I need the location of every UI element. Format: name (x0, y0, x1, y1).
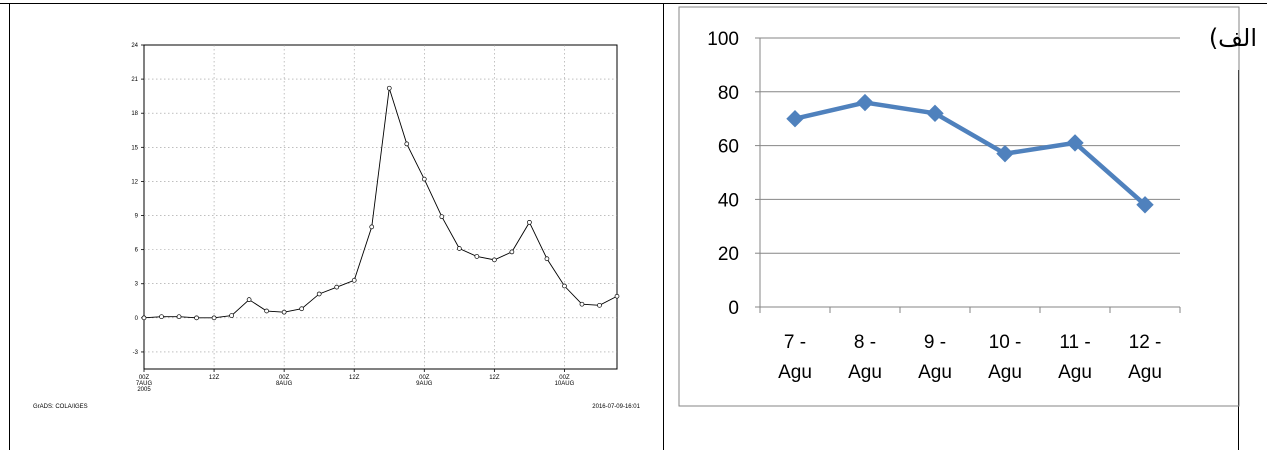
grads-xtick-label: 10AUG (555, 381, 575, 387)
grads-ytick-label: 15 (131, 145, 138, 151)
grads-footer-right: 2016-07-09-16:01 (592, 404, 640, 410)
ytick-label: 100 (707, 29, 739, 50)
grads-data-point (246, 297, 252, 303)
grads-data-point (562, 283, 567, 289)
grads-data-point (264, 308, 269, 314)
excel-line-chart: 0 20 40 60 80 100 7 - Agu 8 - Agu 9 - Agu 10 - Agu 11… (678, 6, 1240, 407)
grads-data-point (456, 246, 462, 251)
data-point-marker (1066, 134, 1084, 152)
grads-ytick-label: 12 (131, 179, 138, 185)
grads-xtick-label: 9AUG (416, 381, 433, 387)
ytick-label: 60 (718, 137, 739, 158)
grads-xtick-label: 00Z (139, 375, 150, 381)
series-line (794, 100, 1147, 207)
grads-data-point (351, 277, 357, 283)
grads-data-point (299, 306, 305, 312)
category-label: 8 - (854, 332, 876, 353)
frame-middle-divider (663, 3, 664, 450)
data-point-marker (856, 93, 874, 112)
grads-data-point (386, 85, 392, 91)
category-label: Agu (848, 362, 882, 383)
grads-data-point (334, 284, 340, 290)
grads-data-point (509, 249, 515, 255)
grads-ytick-label: 21 (131, 77, 138, 83)
grads-data-point (544, 256, 550, 262)
data-point-marker (786, 109, 804, 128)
grads-data-point (141, 315, 147, 321)
grads-xtick-label: 2005 (137, 387, 151, 393)
category-label: Agu (1058, 362, 1092, 383)
grads-data-point (211, 315, 217, 321)
grads-data-point (404, 141, 410, 147)
grads-chart-panel: -3 0 3 6 9 12 15 18 21 24 00Z 7AUG 2005 12Z 00Z 8AUG 12… (33, 43, 641, 410)
grads-xtick-label: 8AUG (276, 381, 293, 387)
grads-data-point (474, 254, 480, 259)
grads-footer-left: GrADS: COLA/IGES (33, 404, 88, 410)
ytick-label: 0 (728, 298, 739, 319)
excel-chart-panel: 0 20 40 60 80 100 7 - Agu 8 - Agu 9 - Agu 10 - Agu 11… (664, 0, 1267, 450)
data-point-marker (1136, 196, 1154, 214)
category-label: 9 - (924, 332, 946, 353)
grads-data-point (614, 293, 620, 299)
grads-xtick-label: 00Z (279, 375, 290, 381)
frame-left-border (9, 3, 10, 450)
grads-ytick-label: 24 (131, 43, 138, 49)
grads-data-point (421, 176, 427, 182)
grads-data-point (316, 291, 322, 297)
grads-data-point (176, 314, 182, 320)
category-label: 10 - (989, 332, 1022, 353)
category-label: Agu (1128, 362, 1162, 383)
category-label: 7 - (784, 332, 806, 353)
grads-xtick-label: 12Z (489, 375, 500, 381)
grads-xtick-label: 00Z (419, 375, 430, 381)
grads-data-point (492, 257, 497, 263)
grads-ytick-label: 3 (135, 282, 139, 288)
grads-ytick-label: 18 (131, 111, 138, 117)
grads-data-point (579, 301, 585, 307)
data-point-marker (926, 104, 944, 123)
category-label: Agu (778, 362, 812, 383)
grads-ytick-label: 9 (135, 214, 139, 220)
grads-xtick-label: 12Z (349, 375, 360, 381)
category-label: 11 - (1059, 332, 1090, 353)
ytick-label: 40 (718, 190, 739, 211)
category-label: 12 - (1129, 332, 1162, 353)
grads-xtick-label: 12Z (209, 375, 220, 381)
grads-data-point (597, 302, 602, 308)
grads-xtick-label: 7AUG (136, 381, 153, 387)
grads-ytick-label: -3 (133, 350, 139, 356)
grads-ytick-label: 6 (135, 248, 139, 254)
grads-data-point (194, 315, 199, 321)
grads-series-line (143, 88, 618, 319)
grads-data-point (527, 219, 532, 225)
panel-label: الف) (1208, 24, 1257, 52)
grads-data-point (281, 309, 287, 315)
grads-data-point (439, 214, 445, 220)
data-point-marker (996, 144, 1014, 163)
ytick-label: 20 (718, 244, 739, 265)
grads-data-point (159, 314, 164, 320)
grads-data-point (229, 313, 234, 318)
frame-top-border (0, 3, 1267, 4)
grads-plot-frame (143, 44, 618, 370)
ytick-label: 80 (718, 83, 739, 104)
chart-area-border (678, 6, 1240, 407)
category-label: Agu (988, 362, 1022, 383)
grads-data-point (369, 224, 375, 230)
category-label: Agu (918, 362, 952, 383)
grads-xtick-label: 00Z (559, 375, 570, 381)
grads-ytick-label: 0 (135, 316, 139, 322)
